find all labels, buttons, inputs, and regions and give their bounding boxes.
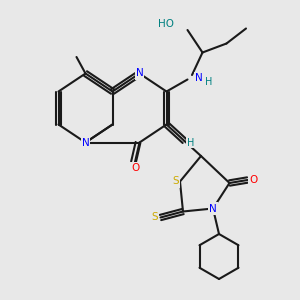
Text: O: O: [249, 175, 258, 185]
Text: S: S: [151, 212, 158, 223]
Text: H: H: [187, 137, 194, 148]
Text: HO: HO: [158, 19, 174, 29]
Text: H: H: [206, 77, 213, 88]
Text: N: N: [195, 73, 203, 83]
Text: N: N: [136, 68, 143, 79]
Text: N: N: [82, 137, 89, 148]
Text: O: O: [131, 163, 139, 173]
Text: N: N: [209, 203, 217, 214]
Text: S: S: [172, 176, 179, 187]
